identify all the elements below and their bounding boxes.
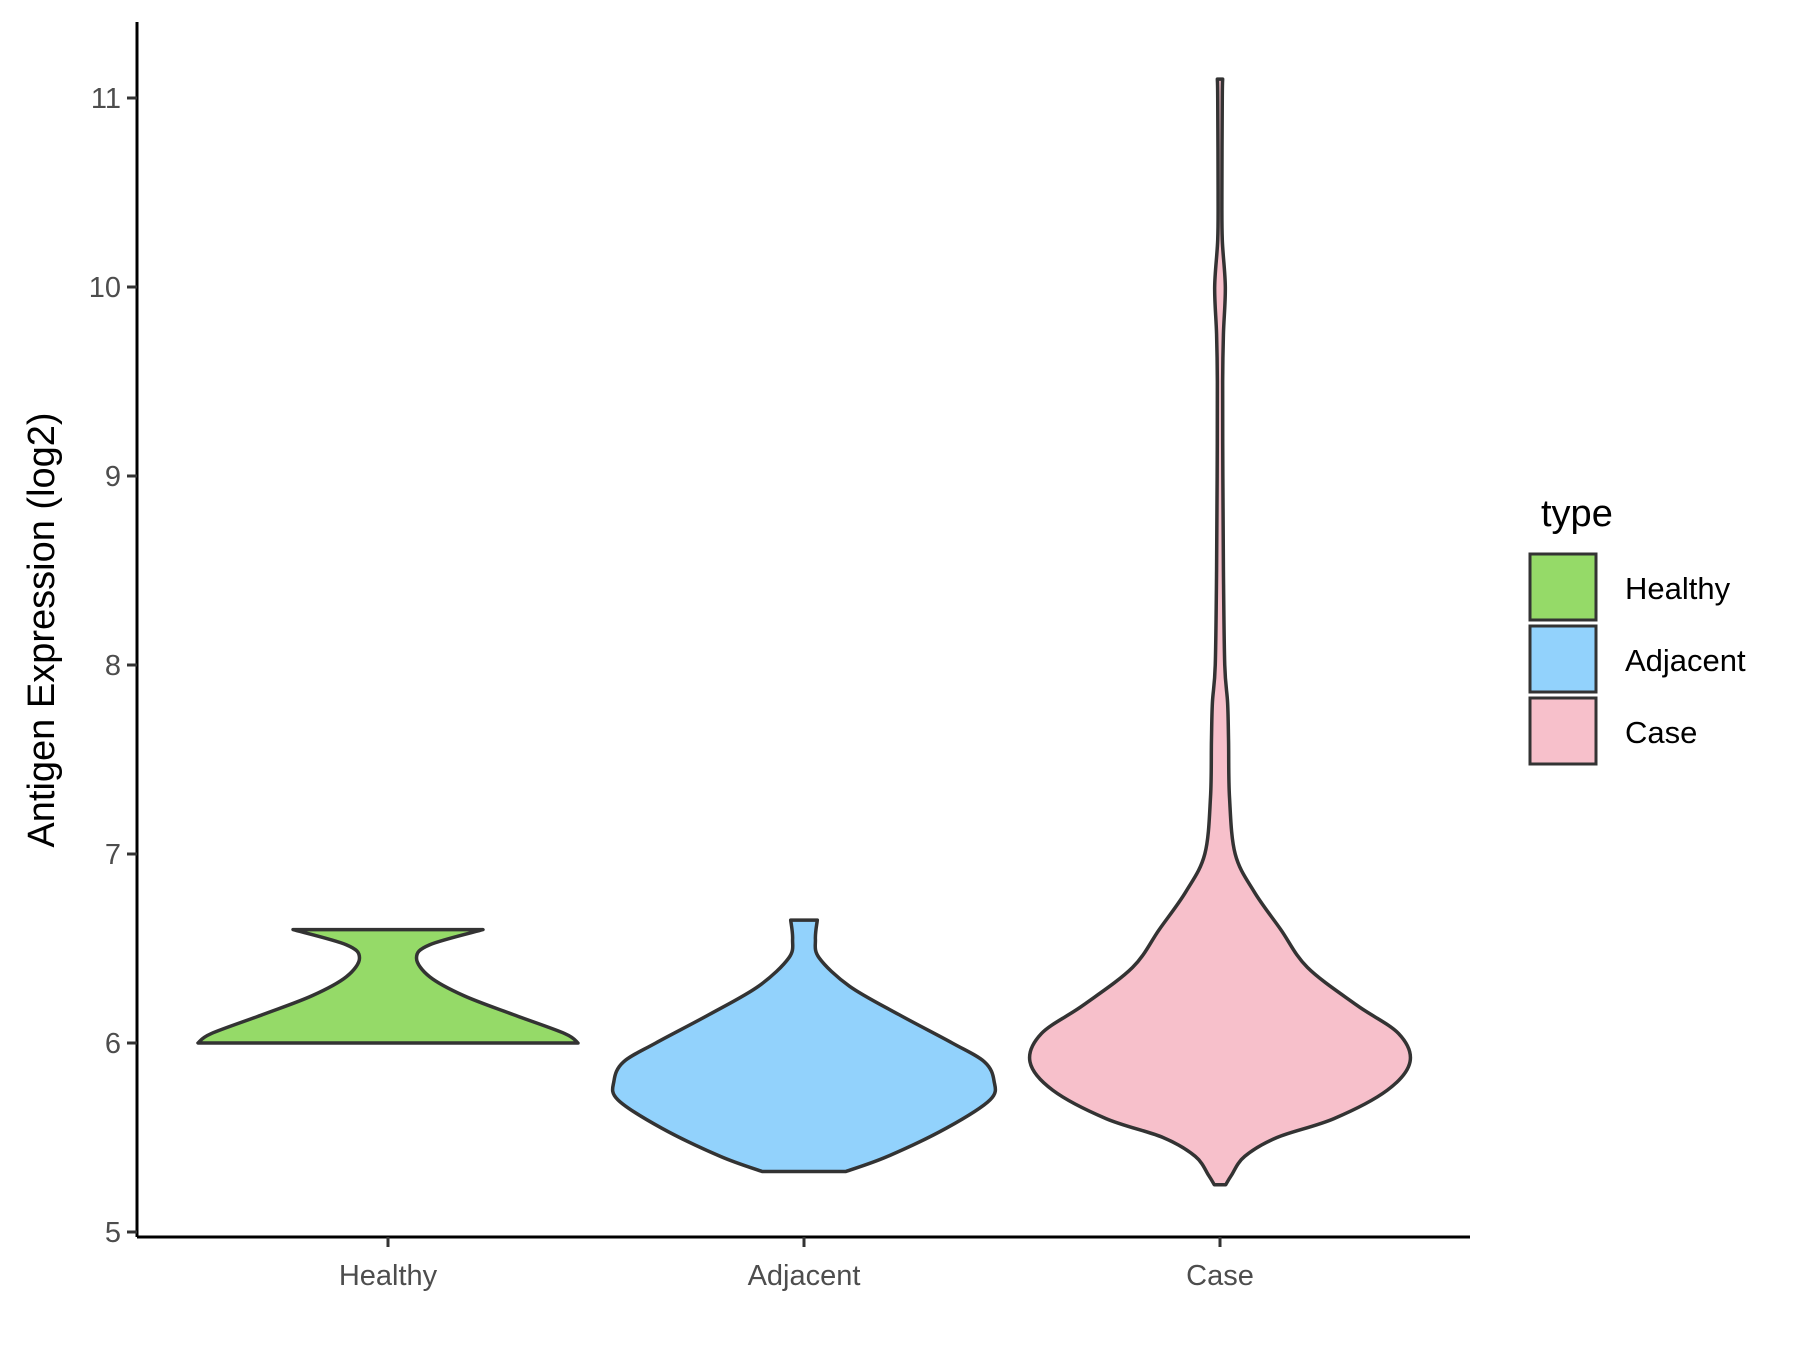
x-tick-label: Adjacent xyxy=(748,1260,861,1292)
legend-swatch-healthy xyxy=(1528,552,1598,622)
legend-swatch-adjacent xyxy=(1528,624,1598,694)
y-tick-label: 11 xyxy=(91,83,121,115)
violin-adjacent xyxy=(610,918,998,1174)
y-axis-title: Antigen Expression (log2) xyxy=(21,412,63,847)
violin-case xyxy=(1027,77,1413,1187)
y-tick-label: 9 xyxy=(105,461,121,493)
y-axis-ticks: 5 6 7 8 9 10 11 xyxy=(89,83,137,1249)
violin-healthy xyxy=(196,927,580,1045)
y-tick-label: 6 xyxy=(105,1028,121,1060)
y-tick-label: 7 xyxy=(105,839,121,871)
y-tick-label: 5 xyxy=(105,1217,121,1249)
violin-layer xyxy=(196,77,1413,1187)
legend-swatch-case xyxy=(1528,696,1598,766)
legend-label-healthy: Healthy xyxy=(1625,571,1731,606)
legend: Healthy Adjacent Case xyxy=(1528,552,1746,766)
legend-label-case: Case xyxy=(1625,715,1697,750)
x-tick-label: Healthy xyxy=(339,1260,438,1292)
legend-label-adjacent: Adjacent xyxy=(1625,643,1746,678)
y-tick-label: 10 xyxy=(89,272,121,304)
x-axis-ticks: Healthy Adjacent Case xyxy=(339,1237,1254,1292)
y-tick-label: 8 xyxy=(105,650,121,682)
x-tick-label: Case xyxy=(1186,1260,1254,1292)
legend-title: type xyxy=(1541,493,1613,535)
